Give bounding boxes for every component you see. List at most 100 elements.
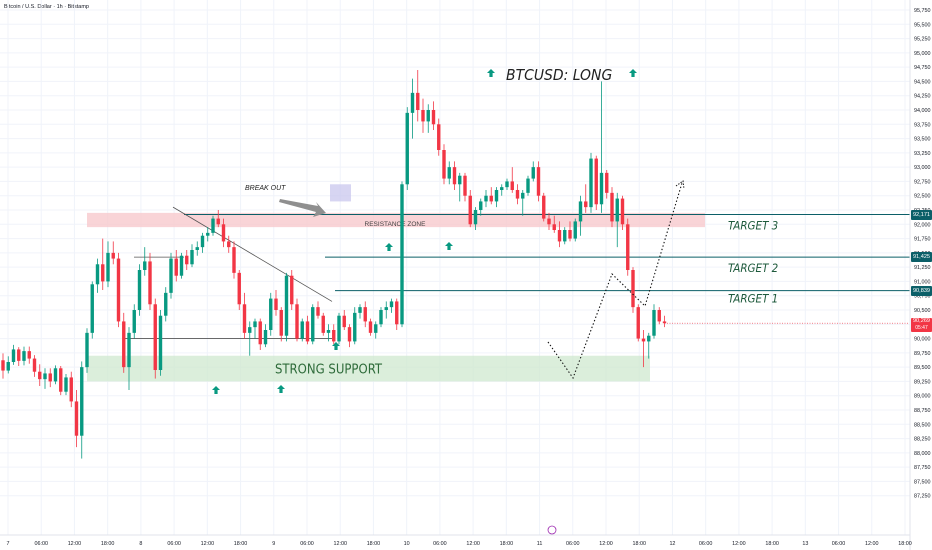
price-tick-label: 91,750 (914, 237, 931, 243)
breakout-box (330, 184, 351, 202)
time-axis[interactable]: 7 06:00 12:00 18:00 8 06:00 12:00 18:00 9 06:00 12… (0, 525, 912, 547)
candle-body (563, 230, 567, 242)
candle (458, 172, 462, 202)
price-tick-label: 93,750 (914, 122, 931, 128)
candle (368, 318, 373, 336)
candle-body (641, 338, 646, 342)
price-tick-label: 89,250 (914, 379, 931, 385)
breakout-arrow (279, 199, 326, 217)
time-tick-label: 8 (139, 541, 142, 547)
candle-body (53, 368, 58, 382)
time-tick-label: 06:00 (566, 541, 580, 547)
candle (279, 307, 283, 342)
candle-body (594, 158, 598, 205)
candle (657, 307, 661, 325)
price-tick-label: 89,750 (914, 351, 931, 357)
time-tick-label: 12:00 (865, 541, 879, 547)
candle-body (652, 310, 656, 336)
candle (510, 167, 514, 193)
candle-body (410, 92, 415, 113)
candle (311, 304, 315, 345)
price-tick-label: 92,750 (914, 179, 931, 185)
price-tick-label: 90,000 (914, 337, 931, 343)
candle-body (122, 321, 126, 368)
candle-body (1, 360, 5, 371)
candle (232, 241, 236, 279)
time-tick-label: 13 (802, 541, 808, 547)
time-tick-label: 06:00 (433, 541, 447, 547)
price-tick-label: 94,000 (914, 108, 931, 114)
title-arrow-up-icon (629, 69, 637, 77)
candle (200, 232, 205, 253)
candle (221, 218, 226, 248)
candle-body (17, 349, 21, 361)
candle (211, 215, 215, 236)
support-arrow-up-icon (277, 385, 285, 393)
candle-body (505, 181, 509, 188)
candle (353, 307, 357, 345)
candle-body (662, 321, 667, 324)
target-price-tag: 92,171 (911, 209, 932, 220)
support-arrow-up-icon (212, 386, 220, 394)
candle-body (106, 252, 110, 282)
candle (505, 178, 509, 190)
time-tick-label: 06:00 (699, 541, 713, 547)
candle-body (458, 175, 462, 185)
chart-zones: STRONG SUPPORT RESISTANCE ZONE (87, 212, 705, 382)
candle (641, 330, 646, 368)
target-price-tag: 90,839 (911, 285, 932, 296)
candle-body (584, 201, 588, 208)
candle-body (43, 373, 47, 380)
candle (384, 301, 388, 319)
candle (116, 252, 121, 328)
candle-body (316, 307, 320, 316)
candle (416, 70, 420, 122)
candle (447, 161, 451, 185)
target-price-tag: 91,425 (911, 252, 932, 263)
price-tick-label: 93,250 (914, 151, 931, 157)
candle (253, 318, 257, 339)
candle (452, 161, 457, 190)
support-zone-label: STRONG SUPPORT (275, 363, 383, 378)
candle-body (426, 110, 430, 122)
candle-body (510, 181, 514, 190)
candle (169, 252, 173, 299)
candle (195, 241, 199, 256)
candle-body (311, 307, 315, 342)
candle-body (342, 315, 346, 328)
candle-body (384, 307, 388, 310)
candle (27, 346, 31, 364)
price-tick-label: 95,500 (914, 22, 931, 28)
candle (605, 170, 609, 199)
candle-body (290, 275, 294, 305)
price-axis[interactable]: 87,250 87,500 87,750 88,000 88,250 88,500 88,7… (909, 0, 931, 550)
candle (421, 98, 425, 133)
candle-body (85, 332, 89, 368)
candle-body (599, 172, 604, 205)
candle (206, 227, 210, 242)
candle-body (195, 247, 199, 250)
candle (426, 104, 430, 133)
price-tick-label: 94,250 (914, 94, 931, 100)
candle (74, 390, 79, 448)
candle-body (400, 184, 404, 325)
candle-body (242, 304, 247, 333)
time-tick-label: 18:00 (632, 541, 646, 547)
time-tick-label: 7 (7, 541, 10, 547)
candle-body (347, 327, 352, 342)
candle (573, 218, 577, 242)
candle (101, 238, 105, 290)
candle-body (253, 321, 257, 328)
candle-body (64, 377, 68, 392)
candle (1, 353, 5, 379)
time-tick-label: 12:00 (201, 541, 215, 547)
projection-path (547, 182, 683, 380)
breakout-arrow-up-icon (332, 342, 340, 350)
price-tick-label: 88,500 (914, 422, 931, 428)
time-tick-label: 18:00 (500, 541, 514, 547)
candle-body (489, 195, 493, 202)
time-tick-label: 12:00 (68, 541, 82, 547)
candle-body (431, 110, 436, 125)
candle (542, 192, 546, 222)
candle (164, 287, 168, 322)
